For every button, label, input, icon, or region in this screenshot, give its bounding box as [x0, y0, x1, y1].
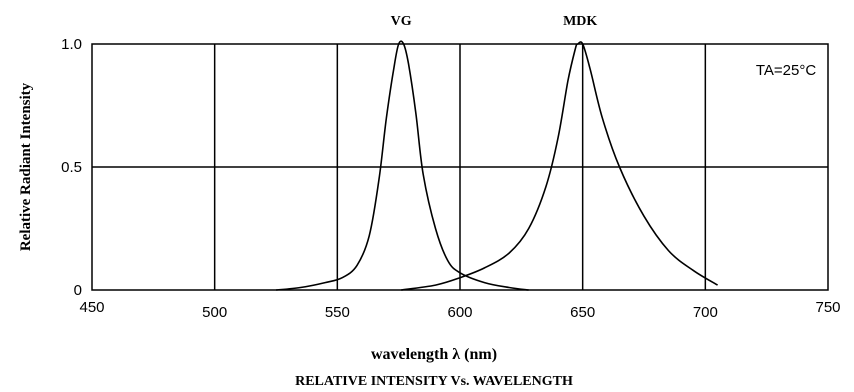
series-label-vg: VG [391, 14, 412, 29]
series-layer [275, 40, 719, 291]
y-tick-label: 0.5 [61, 159, 82, 176]
y-tick-label: 1.0 [61, 36, 82, 53]
series-line-vg [275, 40, 529, 291]
x-tick-label: 550 [325, 304, 350, 321]
x-tick-label: 600 [447, 304, 472, 321]
grid [92, 44, 828, 290]
x-tick-label: 650 [570, 304, 595, 321]
y-axis-label: Relative Radiant Intensity [18, 82, 34, 251]
x-tick-label: 750 [815, 299, 840, 316]
x-tick-label: 700 [693, 304, 718, 321]
x-tick-label: 450 [79, 299, 104, 316]
x-axis-label: wavelength λ (nm) [371, 346, 497, 363]
series-label-layer: VG MDK [391, 14, 598, 29]
plot-frame [91, 43, 829, 291]
series-label-mdk: MDK [563, 14, 597, 29]
tick-layer: 450 500 550 600 650 700 750 0 0.5 1.0 [61, 36, 840, 321]
y-tick-label: 0 [74, 282, 82, 299]
x-tick-label: 500 [202, 304, 227, 321]
temperature-annotation: TA=25°C [756, 62, 816, 79]
chart-title: RELATIVE INTENSITY Vs. WAVELENGTH [295, 374, 573, 389]
series-line-mdk [400, 41, 719, 291]
